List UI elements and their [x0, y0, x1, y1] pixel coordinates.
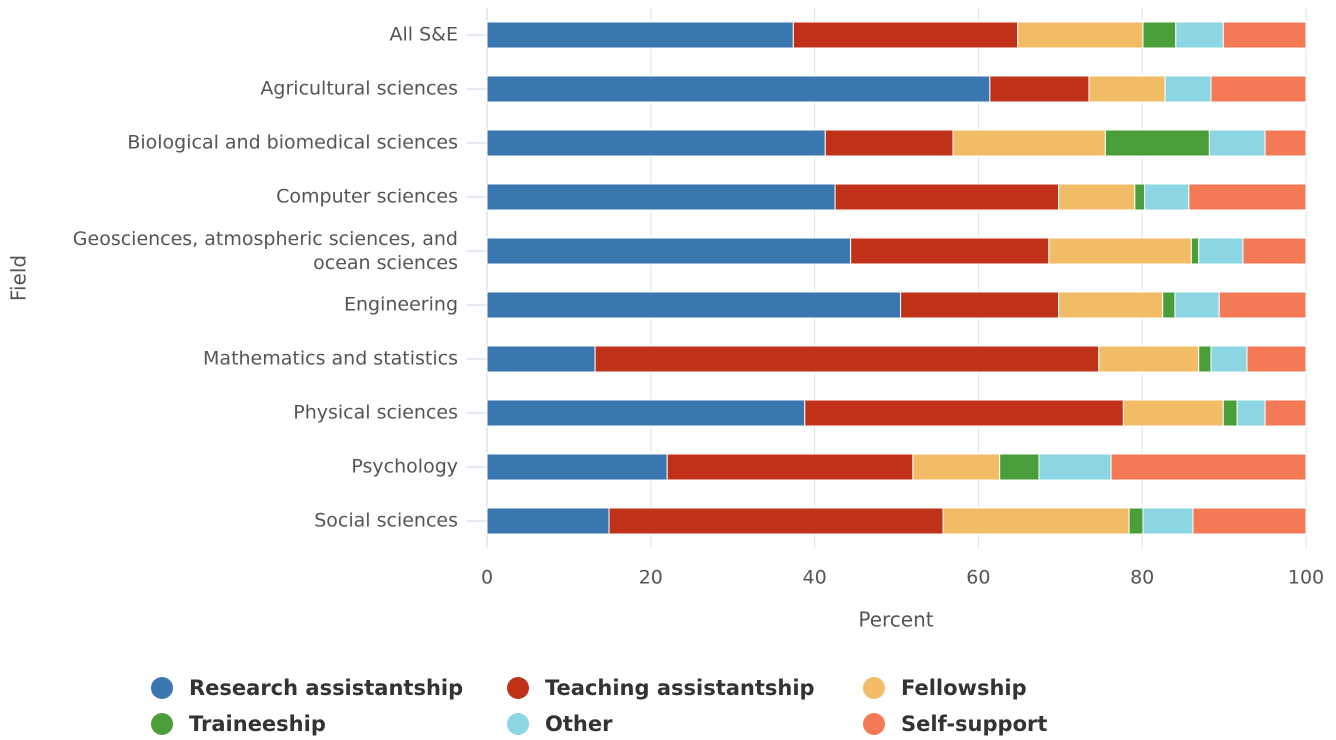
bar-segment — [486, 291, 902, 319]
bar-segment — [486, 75, 991, 103]
bar-segment — [1058, 291, 1164, 319]
x-tick-label: 40 — [803, 567, 827, 589]
bar-segment — [486, 129, 826, 157]
y-axis-title: Field — [7, 255, 31, 301]
bar-segment — [834, 183, 1060, 211]
bar-segment — [1088, 75, 1166, 103]
legend-marker — [507, 677, 529, 699]
bar-segment — [1222, 399, 1238, 427]
bar-segment — [1174, 291, 1220, 319]
bar-segment — [1264, 399, 1307, 427]
legend-marker — [507, 713, 529, 735]
bar-segment — [1242, 237, 1307, 265]
y-tick-label: All S&E — [390, 24, 458, 46]
bar-segment — [1104, 129, 1210, 157]
bar-segment — [824, 129, 954, 157]
bar-segment — [1208, 129, 1266, 157]
bar-segment — [792, 21, 1019, 49]
bar-segment — [608, 507, 944, 535]
bar-segment — [1142, 21, 1177, 49]
bar-segment — [1210, 75, 1307, 103]
legend-marker — [151, 677, 173, 699]
bar-segment — [1236, 399, 1266, 427]
bar-segment — [1162, 291, 1176, 319]
bar-segment — [1142, 507, 1194, 535]
y-tick-label: Geosciences, atmospheric sciences, and oc… — [73, 228, 458, 274]
x-tick-label: 60 — [966, 567, 990, 589]
bar-segment — [1058, 183, 1136, 211]
bar-segment — [1048, 237, 1192, 265]
bar-segment — [850, 237, 1050, 265]
bar-segment — [1222, 21, 1307, 49]
y-tick-label: Psychology — [351, 456, 458, 478]
bar-segment — [999, 453, 1040, 481]
bar-segment — [1198, 237, 1244, 265]
bar-segment — [1175, 21, 1224, 49]
bar-segment — [1188, 183, 1307, 211]
legend-label: Research assistantship — [189, 676, 463, 700]
x-tick-label: 0 — [481, 567, 493, 589]
y-tick-label: Computer sciences — [276, 186, 458, 208]
bar-segment — [486, 183, 836, 211]
x-tick-label: 80 — [1130, 567, 1154, 589]
bar-segment — [900, 291, 1060, 319]
x-tick-label: 100 — [1288, 567, 1324, 589]
bar-segment — [912, 453, 1001, 481]
y-tick-label: Mathematics and statistics — [203, 348, 458, 370]
bar-segment — [1164, 75, 1212, 103]
bar-segment — [1198, 345, 1212, 373]
bar-segment — [1246, 345, 1307, 373]
y-tick-label: Engineering — [344, 294, 458, 316]
bar-segment — [1128, 507, 1144, 535]
bar-segment — [666, 453, 914, 481]
bar-segment — [486, 507, 610, 535]
legend-label: Teaching assistantship — [545, 676, 815, 700]
y-tick-label: Biological and biomedical sciences — [127, 132, 458, 154]
y-tick-label: Social sciences — [314, 510, 458, 532]
x-tick-label: 20 — [639, 567, 663, 589]
bar-segment — [486, 399, 806, 427]
bar-segment — [804, 399, 1124, 427]
bar-segment — [1038, 453, 1112, 481]
bar-segment — [1098, 345, 1200, 373]
legend-marker — [863, 677, 885, 699]
y-tick-label: Agricultural sciences — [260, 78, 458, 100]
bar-segment — [486, 237, 852, 265]
bar-segment — [1144, 183, 1190, 211]
y-tick-label: Physical sciences — [293, 402, 458, 424]
bar-segment — [486, 21, 794, 49]
bar-segment — [486, 345, 596, 373]
bar-segment — [1192, 507, 1307, 535]
bar-segment — [942, 507, 1130, 535]
bar-segment — [1190, 237, 1200, 265]
bar-segment — [594, 345, 1100, 373]
legend-marker — [863, 713, 885, 735]
bar-segment — [1264, 129, 1307, 157]
bar-segment — [1122, 399, 1224, 427]
bar-segment — [1218, 291, 1307, 319]
bar-segment — [952, 129, 1106, 157]
legend-label: Other — [545, 712, 613, 736]
legend-label: Fellowship — [901, 676, 1027, 700]
legend-marker — [151, 713, 173, 735]
bar-segment — [989, 75, 1090, 103]
x-axis-title: Percent — [858, 608, 933, 632]
legend-label: Traineeship — [189, 712, 326, 736]
bar-segment — [1110, 453, 1307, 481]
legend-label: Self-support — [901, 712, 1047, 736]
bar-segment — [1210, 345, 1248, 373]
bar-segment — [1017, 21, 1144, 49]
bar-segment — [486, 453, 668, 481]
bar-segment — [1134, 183, 1146, 211]
